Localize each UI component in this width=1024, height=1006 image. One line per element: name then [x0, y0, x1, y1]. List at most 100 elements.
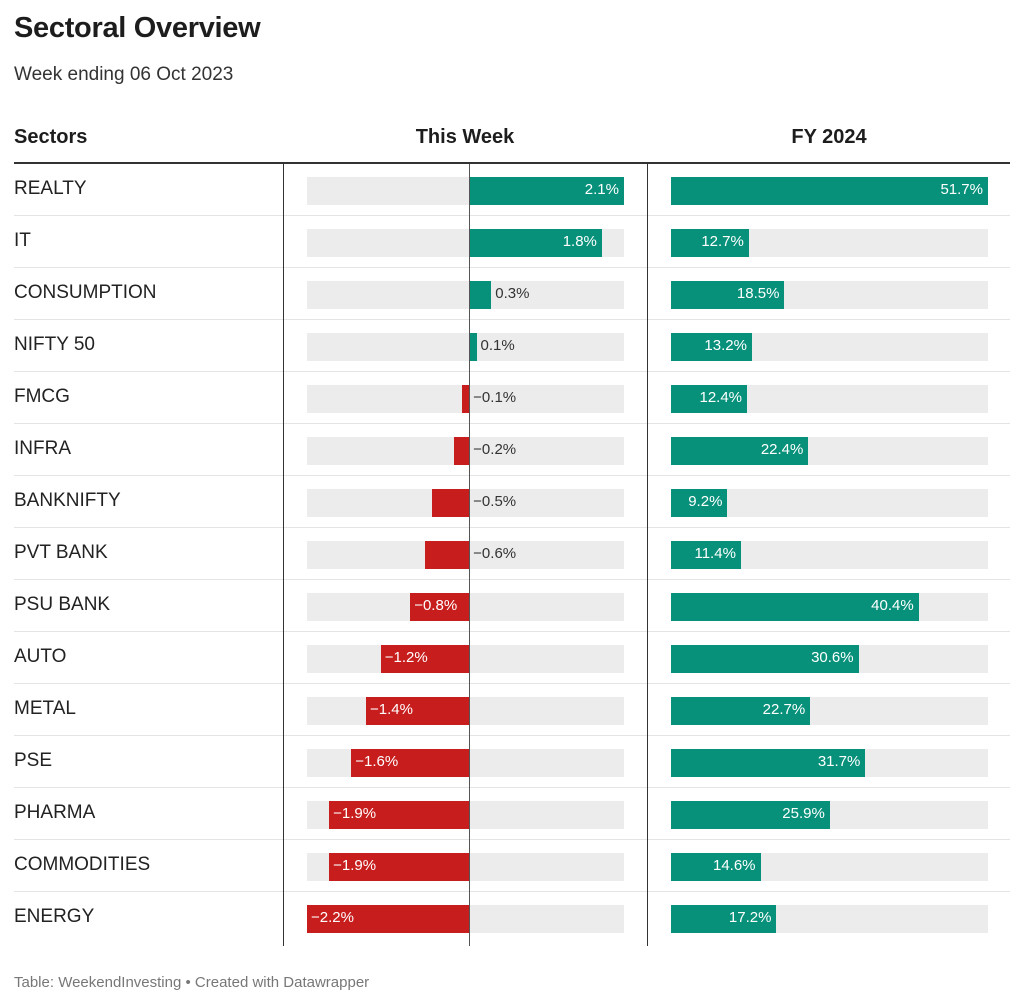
week-value-label: 0.1%	[480, 337, 515, 354]
week-value-label: −1.2%	[384, 649, 428, 666]
row-separator	[14, 579, 1010, 580]
fy-value-label: 13.2%	[704, 337, 747, 354]
row-separator	[14, 735, 1010, 736]
week-value-label: −0.2%	[473, 441, 517, 458]
row-separator	[14, 631, 1010, 632]
sector-label: METAL	[14, 698, 76, 719]
week-bar	[380, 645, 470, 673]
row-separator	[14, 267, 1010, 268]
table-row: REALTY 2.1% 51.7%	[0, 164, 1024, 216]
sector-label: PHARMA	[14, 802, 96, 823]
week-value-label: −1.9%	[333, 805, 377, 822]
table-row: PHARMA −1.9% 25.9%	[0, 788, 1024, 840]
fy-bar	[671, 281, 785, 309]
source-footer: Table: WeekendInvesting • Created with D…	[14, 974, 370, 991]
week-bar	[424, 541, 470, 569]
fy-bar	[671, 385, 748, 413]
column-header-this-week: This Week	[415, 126, 515, 148]
sector-table: REALTY 2.1% 51.7% IT 1.8% 12.7% CONSUMPTION 0.3…	[0, 164, 1024, 946]
week-value-label: −0.8%	[414, 597, 458, 614]
table-row: PSU BANK −0.8% 40.4%	[0, 580, 1024, 632]
fy-value-label: 17.2%	[728, 909, 772, 926]
week-bar	[469, 177, 624, 205]
week-bar	[461, 385, 470, 413]
fy-value-label: 51.7%	[940, 181, 983, 198]
row-separator	[14, 527, 1010, 528]
row-separator	[14, 423, 1010, 424]
fy-value-label: 30.6%	[811, 649, 854, 666]
week-bar	[469, 229, 602, 257]
row-separator	[14, 683, 1010, 684]
table-row: FMCG −0.1% 12.4%	[0, 372, 1024, 424]
table-row: NIFTY 50 0.1% 13.2%	[0, 320, 1024, 372]
row-separator	[14, 839, 1010, 840]
week-value-label: −2.2%	[311, 909, 354, 926]
fy-bar	[671, 489, 728, 517]
chart-title: Sectoral Overview	[14, 12, 261, 44]
row-separator	[14, 787, 1010, 788]
sector-label: INFRA	[14, 438, 71, 459]
row-separator	[14, 371, 1010, 372]
row-separator	[14, 891, 1010, 892]
row-separator	[14, 215, 1010, 216]
sector-label: BANKNIFTY	[14, 490, 121, 511]
row-separator	[14, 475, 1010, 476]
week-bar	[365, 697, 470, 725]
week-value-label: 0.3%	[495, 285, 530, 302]
fy-bar	[671, 177, 988, 205]
week-bar	[410, 593, 470, 621]
fy-value-label: 25.9%	[782, 805, 825, 822]
fy-bar	[671, 853, 761, 881]
week-value-label: −1.6%	[355, 753, 399, 770]
fy-value-label: 11.4%	[694, 545, 736, 562]
week-bar	[307, 905, 470, 933]
week-value-label: −1.9%	[333, 857, 377, 874]
week-value-label: −1.4%	[369, 701, 413, 718]
sector-label: CONSUMPTION	[14, 282, 157, 303]
week-value-label: 2.1%	[584, 181, 619, 198]
fy-bar	[671, 593, 919, 621]
sector-label: IT	[14, 230, 31, 251]
sector-label: PSU BANK	[14, 594, 111, 615]
fy-bar	[671, 229, 749, 257]
fy-bar	[671, 697, 811, 725]
week-value-label: 1.8%	[562, 233, 597, 250]
week-value-label: −0.5%	[473, 493, 517, 510]
week-bar	[469, 281, 492, 309]
sector-label: ENERGY	[14, 906, 95, 927]
header-rule	[14, 162, 1010, 164]
sector-label: PVT BANK	[14, 542, 108, 563]
column-header-sectors: Sectors	[14, 126, 88, 148]
column-divider-week	[283, 164, 284, 946]
fy-value-label: 22.7%	[762, 701, 806, 718]
week-track	[307, 333, 624, 361]
week-bar	[469, 333, 477, 361]
fy-value-label: 14.6%	[712, 857, 756, 874]
fy-bar	[671, 437, 809, 465]
week-bar	[329, 801, 470, 829]
week-value-label: −0.1%	[473, 389, 517, 406]
table-row: IT 1.8% 12.7%	[0, 216, 1024, 268]
table-row: ENERGY −2.2% 17.2%	[0, 892, 1024, 944]
fy-value-label: 12.7%	[701, 233, 744, 250]
table-row: PVT BANK −0.6% 11.4%	[0, 528, 1024, 580]
table-row: METAL −1.4% 22.7%	[0, 684, 1024, 736]
fy-bar	[671, 801, 830, 829]
table-row: COMMODITIES −1.9% 14.6%	[0, 840, 1024, 892]
week-bar	[454, 437, 470, 465]
fy-bar	[671, 645, 859, 673]
week-bar	[329, 853, 470, 881]
table-row: PSE −1.6% 31.7%	[0, 736, 1024, 788]
fy-bar	[671, 749, 866, 777]
fy-value-label: 12.4%	[699, 389, 743, 406]
fy-bar	[671, 905, 777, 933]
table-row: INFRA −0.2% 22.4%	[0, 424, 1024, 476]
week-zero-line	[469, 164, 470, 946]
chart-subtitle: Week ending 06 Oct 2023	[14, 64, 234, 85]
table-row: AUTO −1.2% 30.6%	[0, 632, 1024, 684]
fy-value-label: 22.4%	[760, 441, 804, 458]
column-header-fy-2024: FY 2024	[791, 126, 867, 148]
sector-label: AUTO	[14, 646, 67, 667]
sector-label: FMCG	[14, 386, 70, 407]
sector-label: NIFTY 50	[14, 334, 95, 355]
